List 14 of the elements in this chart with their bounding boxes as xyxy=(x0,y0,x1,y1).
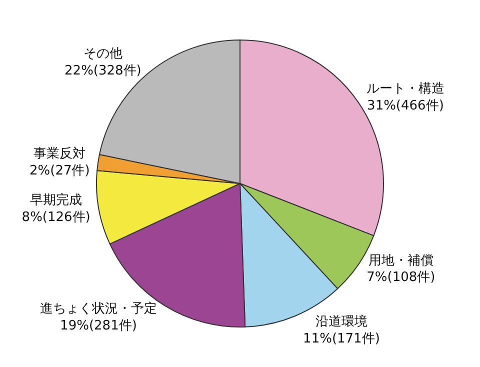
data-label: 22%(328件) xyxy=(64,64,142,79)
slice-label: 進ちょく状況・予定 xyxy=(40,301,157,316)
slice-label: 早期完成 xyxy=(30,192,82,208)
slice-label: その他 xyxy=(83,46,122,62)
slice-label: 事業反対 xyxy=(34,146,86,162)
data-label: 2%(27件) xyxy=(30,164,90,179)
data-label: 31%(466件) xyxy=(367,98,444,114)
slice-label: 沿道環境 xyxy=(315,314,368,330)
data-label: 8%(126件) xyxy=(22,210,90,225)
slice-label: ルート・構造 xyxy=(366,82,444,97)
data-label: 19%(281件) xyxy=(60,318,137,334)
slice-label: 用地・補償 xyxy=(368,253,434,268)
data-label: 7%(108件) xyxy=(366,270,436,286)
data-label: 11%(171件) xyxy=(303,332,380,347)
